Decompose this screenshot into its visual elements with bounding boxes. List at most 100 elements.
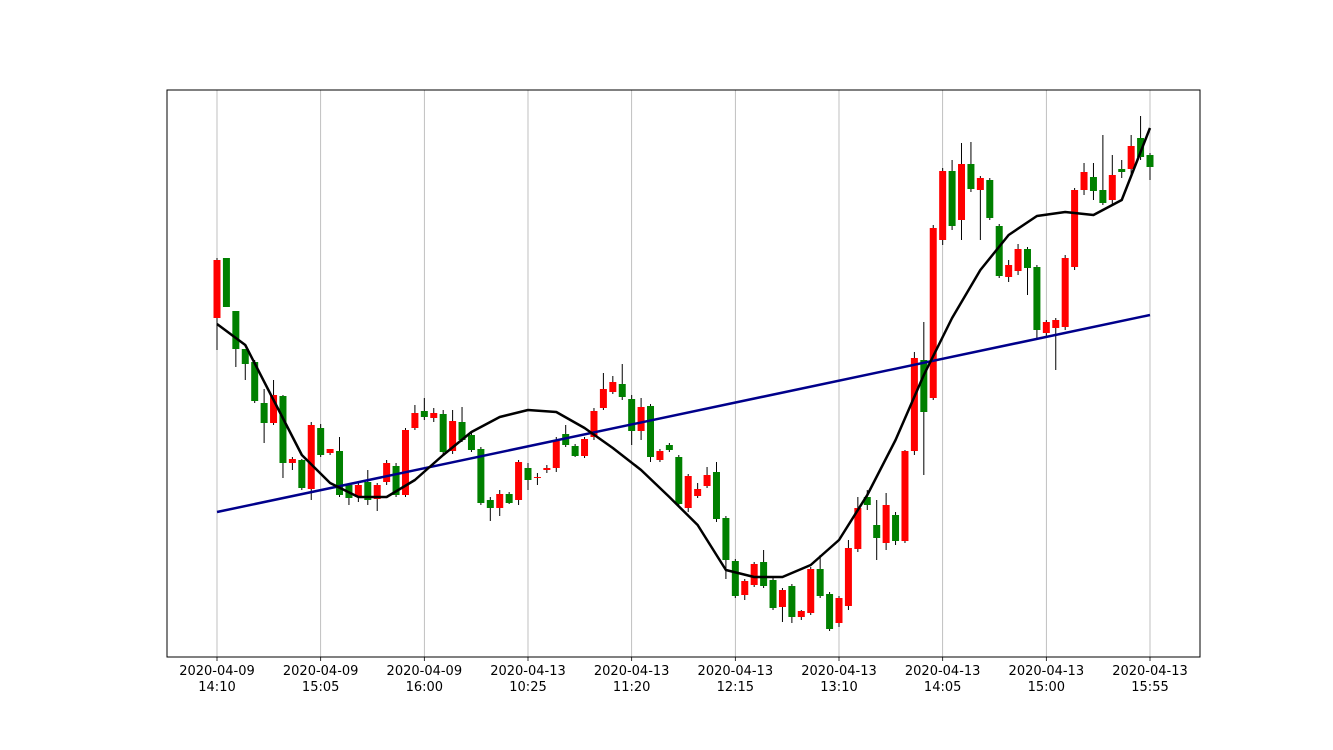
candle-body <box>882 505 890 543</box>
candle-body <box>354 485 362 497</box>
candle-body <box>675 457 683 504</box>
candle-body <box>467 435 475 450</box>
candle-body <box>628 399 636 431</box>
x-tick-label: 2020-04-09 15:05 <box>282 664 359 695</box>
candle-body <box>449 421 457 451</box>
candle-body <box>1080 172 1088 190</box>
candle-body <box>458 422 466 440</box>
candle-body <box>778 590 786 607</box>
candle-body <box>288 459 296 463</box>
candle-body <box>1089 177 1097 191</box>
candle-body <box>251 362 259 401</box>
candle-body <box>590 411 598 437</box>
candle-body <box>260 403 268 423</box>
candle-body <box>524 468 532 480</box>
candle-body <box>1052 320 1060 328</box>
candle-body <box>863 497 871 505</box>
x-tick-label: 2020-04-13 14:05 <box>904 664 981 695</box>
x-tick-label: 2020-04-13 13:10 <box>801 664 877 695</box>
candle-body <box>401 430 409 495</box>
candle-body <box>1118 169 1126 172</box>
candle-body <box>684 476 692 508</box>
x-tick-label: 2020-04-13 10:25 <box>490 664 566 695</box>
candle-body <box>892 515 900 541</box>
candle-body <box>760 562 768 586</box>
candle-body <box>298 460 306 488</box>
candle-body <box>1127 146 1135 169</box>
candle-body <box>967 164 975 189</box>
fit-line <box>216 127 1152 579</box>
candle-body <box>1099 190 1107 203</box>
candle-body <box>1146 155 1154 167</box>
candle-body <box>976 178 984 190</box>
x-tick-label: 2020-04-13 15:55 <box>1112 664 1188 695</box>
candle-body <box>515 462 523 500</box>
candle-body <box>854 508 862 549</box>
candle-body <box>430 413 438 418</box>
candle-body <box>317 428 325 455</box>
candle-body <box>411 413 419 428</box>
candle-body <box>307 425 315 489</box>
candle-body <box>496 494 504 508</box>
candle-body <box>769 580 777 608</box>
candle-body <box>750 564 758 585</box>
candle-body <box>910 358 918 451</box>
candle-body <box>232 311 240 349</box>
candle-body <box>543 468 551 470</box>
x-tick-label: 2020-04-13 11:20 <box>593 664 670 695</box>
candle-body <box>392 466 400 495</box>
candle-body <box>373 485 381 499</box>
candle-body <box>958 164 966 220</box>
candle-body <box>599 389 607 408</box>
candle-body <box>703 475 711 486</box>
candle-body <box>995 226 1003 276</box>
candle-body <box>213 260 221 318</box>
candle-body <box>807 569 815 613</box>
candle-body <box>279 396 287 463</box>
candle-body <box>656 451 664 460</box>
candle-body <box>326 449 334 453</box>
candle-body <box>336 451 344 495</box>
candle-body <box>1033 267 1041 330</box>
candle-body <box>1014 249 1022 271</box>
x-tick-label: 2020-04-13 12:15 <box>697 664 774 695</box>
candle-body <box>694 489 702 496</box>
candle-body <box>797 611 805 617</box>
candle-body <box>939 171 947 240</box>
candle-body <box>241 349 249 364</box>
candle-body <box>920 360 928 412</box>
candle-body <box>637 407 645 431</box>
candle-body <box>533 477 541 478</box>
candle-body <box>1005 265 1013 277</box>
candle-body <box>552 441 560 468</box>
candle-body <box>929 228 937 398</box>
candle-body <box>873 525 881 538</box>
candle-body <box>364 482 372 500</box>
candle-body <box>1042 322 1050 333</box>
candle-body <box>788 586 796 617</box>
candle-body <box>741 581 749 595</box>
candle-body <box>383 463 391 482</box>
candle-body <box>712 472 720 519</box>
x-tick-label: 2020-04-09 14:10 <box>179 664 255 695</box>
candle-body <box>722 518 730 560</box>
candle-body <box>270 395 278 423</box>
candle-body <box>609 382 617 392</box>
candle-body <box>477 449 485 503</box>
candle-body <box>222 258 230 307</box>
candle-body <box>618 384 626 397</box>
x-tick-label: 2020-04-13 15:00 <box>1008 664 1085 695</box>
candle-body <box>835 598 843 623</box>
candle-body <box>647 406 655 457</box>
candle-body <box>901 451 909 541</box>
fit-line <box>216 313 1151 514</box>
candle-body <box>665 445 673 450</box>
candle-body <box>439 414 447 452</box>
candle-body <box>948 171 956 226</box>
candle-body <box>1108 175 1116 200</box>
candle-body <box>571 446 579 456</box>
candle-body <box>1061 258 1069 327</box>
candle-body <box>505 494 513 503</box>
